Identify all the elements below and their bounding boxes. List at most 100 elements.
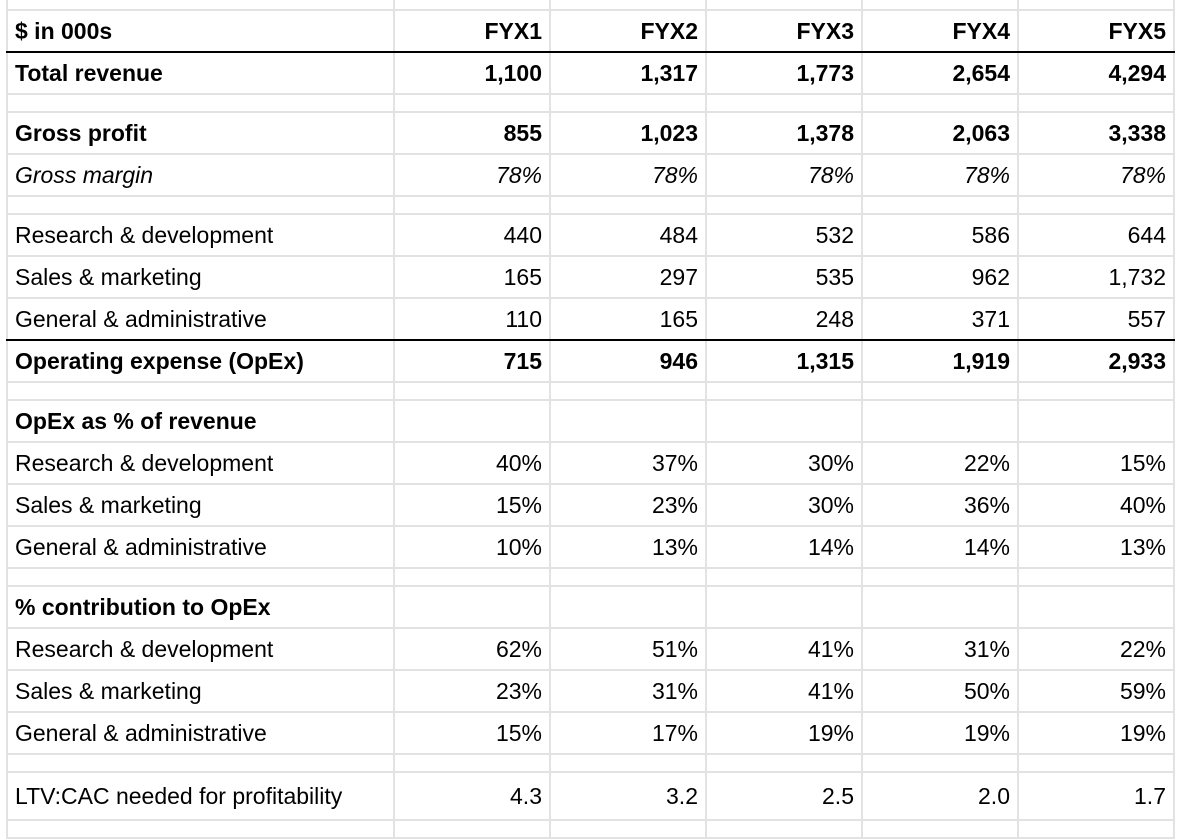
cell-empty[interactable] <box>861 381 1019 401</box>
cell-empty[interactable] <box>861 753 1019 773</box>
cell-empty[interactable] <box>705 93 863 113</box>
cell-empty[interactable] <box>1017 819 1175 839</box>
cell-empty[interactable] <box>393 93 551 113</box>
value-cell[interactable]: 78% <box>393 153 551 197</box>
cell-empty[interactable] <box>6 195 395 215</box>
value-cell[interactable]: 78% <box>705 153 863 197</box>
cell-empty[interactable] <box>549 819 707 839</box>
cell-empty[interactable] <box>861 195 1019 215</box>
cell-empty[interactable] <box>6 381 395 401</box>
value-cell[interactable]: 30% <box>705 441 863 485</box>
value-cell[interactable]: 484 <box>549 213 707 257</box>
cell-empty[interactable] <box>705 819 863 839</box>
value-cell[interactable]: 19% <box>861 711 1019 755</box>
cell-empty[interactable] <box>1017 0 1175 11</box>
value-cell[interactable]: 4,294 <box>1017 51 1175 95</box>
cell-empty[interactable] <box>393 381 551 401</box>
value-cell[interactable]: 36% <box>861 483 1019 527</box>
value-cell[interactable]: 440 <box>393 213 551 257</box>
row-label-cell[interactable]: LTV:CAC needed for profitability <box>6 771 395 821</box>
cell-empty[interactable] <box>705 381 863 401</box>
value-cell[interactable]: 1.7 <box>1017 771 1175 821</box>
cell-empty[interactable] <box>6 567 395 587</box>
value-cell[interactable]: 41% <box>705 669 863 713</box>
value-cell[interactable]: 22% <box>861 441 1019 485</box>
row-label-cell[interactable]: Sales & marketing <box>6 483 395 527</box>
value-cell[interactable]: 1,317 <box>549 51 707 95</box>
cell-empty[interactable] <box>393 0 551 11</box>
value-cell[interactable]: 371 <box>861 297 1019 341</box>
value-cell[interactable]: 248 <box>705 297 863 341</box>
cell-empty[interactable] <box>549 567 707 587</box>
value-cell[interactable]: 41% <box>705 627 863 671</box>
value-cell[interactable]: 40% <box>393 441 551 485</box>
value-cell[interactable]: 19% <box>705 711 863 755</box>
cell-empty[interactable] <box>393 567 551 587</box>
cell-empty[interactable] <box>393 819 551 839</box>
value-cell[interactable]: 3.2 <box>549 771 707 821</box>
cell-empty[interactable] <box>549 753 707 773</box>
cell-empty[interactable] <box>393 195 551 215</box>
cell-empty[interactable] <box>1017 93 1175 113</box>
value-cell[interactable]: 31% <box>861 627 1019 671</box>
value-cell[interactable]: 40% <box>1017 483 1175 527</box>
row-label-cell[interactable]: Sales & marketing <box>6 669 395 713</box>
value-cell[interactable]: 535 <box>705 255 863 299</box>
cell-empty[interactable] <box>6 753 395 773</box>
cell-empty[interactable] <box>6 0 395 11</box>
value-cell[interactable]: 19% <box>1017 711 1175 755</box>
cell-empty[interactable] <box>705 0 863 11</box>
value-cell[interactable]: 15% <box>1017 441 1175 485</box>
cell-empty[interactable] <box>861 93 1019 113</box>
value-cell[interactable]: 78% <box>861 153 1019 197</box>
cell-empty[interactable] <box>393 753 551 773</box>
value-cell[interactable]: 23% <box>393 669 551 713</box>
value-cell[interactable]: 644 <box>1017 213 1175 257</box>
row-label-cell[interactable]: % contribution to OpEx <box>6 585 395 629</box>
value-cell[interactable]: 2,063 <box>861 111 1019 155</box>
cell-empty[interactable] <box>1017 567 1175 587</box>
cell-empty[interactable] <box>549 0 707 11</box>
value-cell[interactable]: 715 <box>393 339 551 383</box>
value-cell[interactable] <box>393 399 551 443</box>
value-cell[interactable] <box>549 585 707 629</box>
value-cell[interactable]: 10% <box>393 525 551 569</box>
cell-empty[interactable] <box>705 753 863 773</box>
value-cell[interactable]: 22% <box>1017 627 1175 671</box>
value-cell[interactable] <box>1017 399 1175 443</box>
value-cell[interactable]: 165 <box>549 297 707 341</box>
value-cell[interactable]: 59% <box>1017 669 1175 713</box>
value-cell[interactable]: 1,773 <box>705 51 863 95</box>
value-cell[interactable]: 13% <box>1017 525 1175 569</box>
value-cell[interactable]: 3,338 <box>1017 111 1175 155</box>
value-cell[interactable]: 165 <box>393 255 551 299</box>
value-cell[interactable] <box>705 585 863 629</box>
value-cell[interactable]: 2.0 <box>861 771 1019 821</box>
header-column-cell[interactable]: FYX4 <box>861 9 1019 53</box>
value-cell[interactable]: 30% <box>705 483 863 527</box>
row-label-cell[interactable]: Operating expense (OpEx) <box>6 339 395 383</box>
value-cell[interactable]: 855 <box>393 111 551 155</box>
value-cell[interactable]: 586 <box>861 213 1019 257</box>
value-cell[interactable]: 14% <box>705 525 863 569</box>
cell-empty[interactable] <box>6 93 395 113</box>
value-cell[interactable]: 17% <box>549 711 707 755</box>
value-cell[interactable]: 2.5 <box>705 771 863 821</box>
header-column-cell[interactable]: FYX1 <box>393 9 551 53</box>
row-label-cell[interactable]: Research & development <box>6 441 395 485</box>
cell-empty[interactable] <box>549 195 707 215</box>
value-cell[interactable]: 51% <box>549 627 707 671</box>
value-cell[interactable]: 297 <box>549 255 707 299</box>
cell-empty[interactable] <box>705 567 863 587</box>
header-column-cell[interactable]: FYX5 <box>1017 9 1175 53</box>
value-cell[interactable] <box>549 399 707 443</box>
value-cell[interactable]: 1,023 <box>549 111 707 155</box>
value-cell[interactable]: 78% <box>549 153 707 197</box>
cell-empty[interactable] <box>549 93 707 113</box>
row-label-cell[interactable]: OpEx as % of revenue <box>6 399 395 443</box>
value-cell[interactable]: 2,654 <box>861 51 1019 95</box>
value-cell[interactable]: 1,919 <box>861 339 1019 383</box>
row-label-cell[interactable]: General & administrative <box>6 297 395 341</box>
value-cell[interactable]: 15% <box>393 483 551 527</box>
value-cell[interactable]: 78% <box>1017 153 1175 197</box>
